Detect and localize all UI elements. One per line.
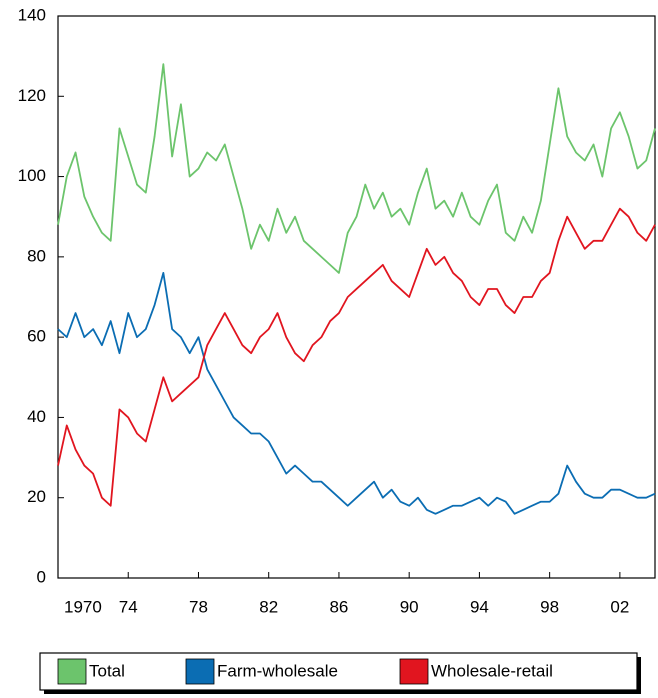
series-line (57, 63, 656, 274)
y-tick-label: 140 (18, 5, 46, 24)
series-line (57, 272, 656, 515)
x-tick-label: 78 (189, 597, 208, 616)
y-tick-label: 20 (27, 487, 46, 506)
x-tick-label: 02 (610, 597, 629, 616)
y-tick-label: 100 (18, 166, 46, 185)
legend-swatch (185, 658, 215, 685)
legend-label: Farm-wholesale (217, 661, 338, 680)
plot-frame (57, 15, 656, 579)
x-tick-label: 94 (470, 597, 489, 616)
legend-box (39, 652, 638, 691)
plot-area (57, 63, 656, 515)
x-tick-label: 90 (400, 597, 419, 616)
x-tick-label: 74 (119, 597, 138, 616)
y-tick-label: 0 (37, 567, 46, 586)
legend: Total Farm-wholesale Wholesale-retail (57, 658, 553, 685)
legend-swatch (399, 658, 429, 685)
y-tick-label: 40 (27, 407, 46, 426)
x-tick-label: 82 (259, 597, 278, 616)
y-tick-label: 80 (27, 246, 46, 265)
legend-swatch (57, 658, 87, 685)
x-tick-label: 1970 (64, 597, 102, 616)
legend-label: Wholesale-retail (431, 661, 553, 680)
x-tick-label: 86 (329, 597, 348, 616)
legend-label: Total (89, 661, 125, 680)
series-line (57, 207, 656, 507)
y-tick-label: 120 (18, 86, 46, 105)
x-tick-label: 98 (540, 597, 559, 616)
y-tick-label: 60 (27, 327, 46, 346)
